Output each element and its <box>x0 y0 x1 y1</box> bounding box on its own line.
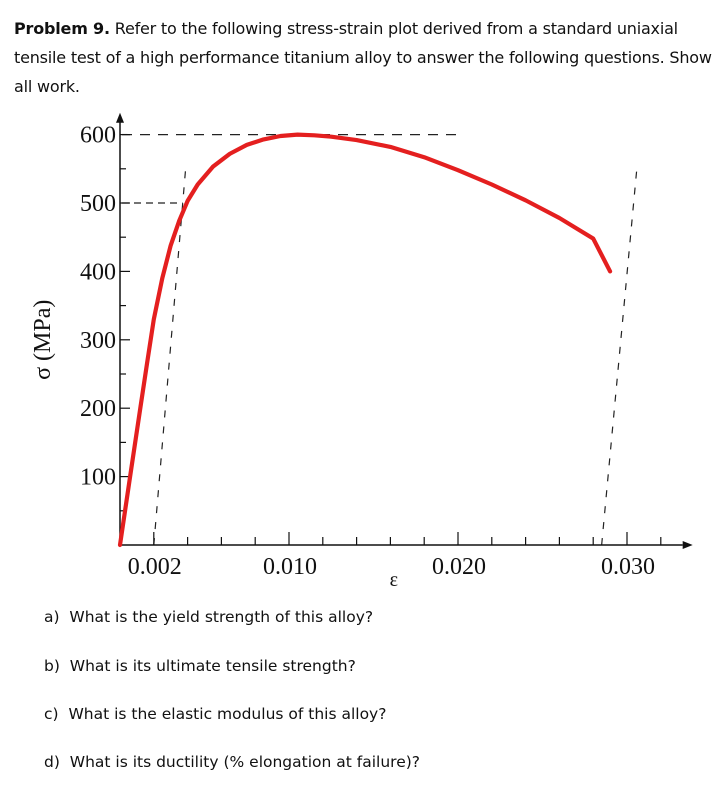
y-tick-label: 200 <box>80 396 116 422</box>
offset-line <box>153 165 187 546</box>
question-letter: a) <box>44 608 60 626</box>
x-tick-label: 0.020 <box>432 554 486 580</box>
question-a: a) What is the yield strength of this al… <box>44 608 373 626</box>
question-text: What is the yield strength of this alloy… <box>69 608 374 626</box>
problem-statement: Problem 9. Refer to the following stress… <box>14 14 714 101</box>
stress-strain-curve <box>117 132 613 548</box>
question-text: What is the elastic modulus of this allo… <box>68 705 387 723</box>
y-axis-label: σ (MPa) <box>30 300 56 380</box>
stress-strain-chart: 100 200 300 400 500 600 0.002 0.010 0.020 0.030 σ … <box>30 112 693 591</box>
guide-lines <box>122 133 638 546</box>
x-axis-arrow <box>682 541 693 549</box>
question-letter: d) <box>44 753 60 771</box>
axes <box>116 112 693 549</box>
question-b: b) What is its ultimate tensile strength… <box>44 657 356 675</box>
x-tick-label: 0.030 <box>601 554 655 580</box>
question-letter: b) <box>44 657 60 675</box>
y-tick-label: 600 <box>80 123 116 149</box>
x-tick-label: 0.010 <box>263 554 317 580</box>
question-text: What is its ductility (% elongation at f… <box>69 753 420 771</box>
problem-label: Problem 9. <box>14 19 110 38</box>
problem-text: Refer to the following stress-strain plo… <box>14 19 712 96</box>
series-layer <box>117 132 613 548</box>
question-d: d) What is its ductility (% elongation a… <box>44 753 420 771</box>
tick-labels: 100 200 300 400 500 600 0.002 0.010 0.020 0.030 σ … <box>30 123 655 591</box>
unload-line <box>601 165 638 546</box>
question-text: What is its ultimate tensile strength? <box>69 657 356 675</box>
y-axis-arrow <box>116 112 124 123</box>
y-tick-label: 500 <box>80 191 116 217</box>
x-tick-label: 0.002 <box>128 554 182 580</box>
y-tick-label: 400 <box>80 259 116 285</box>
question-c: c) What is the elastic modulus of this a… <box>44 705 386 723</box>
y-tick-label: 300 <box>80 328 116 354</box>
x-axis-label: ε <box>390 569 398 591</box>
y-tick-label: 100 <box>80 465 116 491</box>
question-letter: c) <box>44 705 59 723</box>
